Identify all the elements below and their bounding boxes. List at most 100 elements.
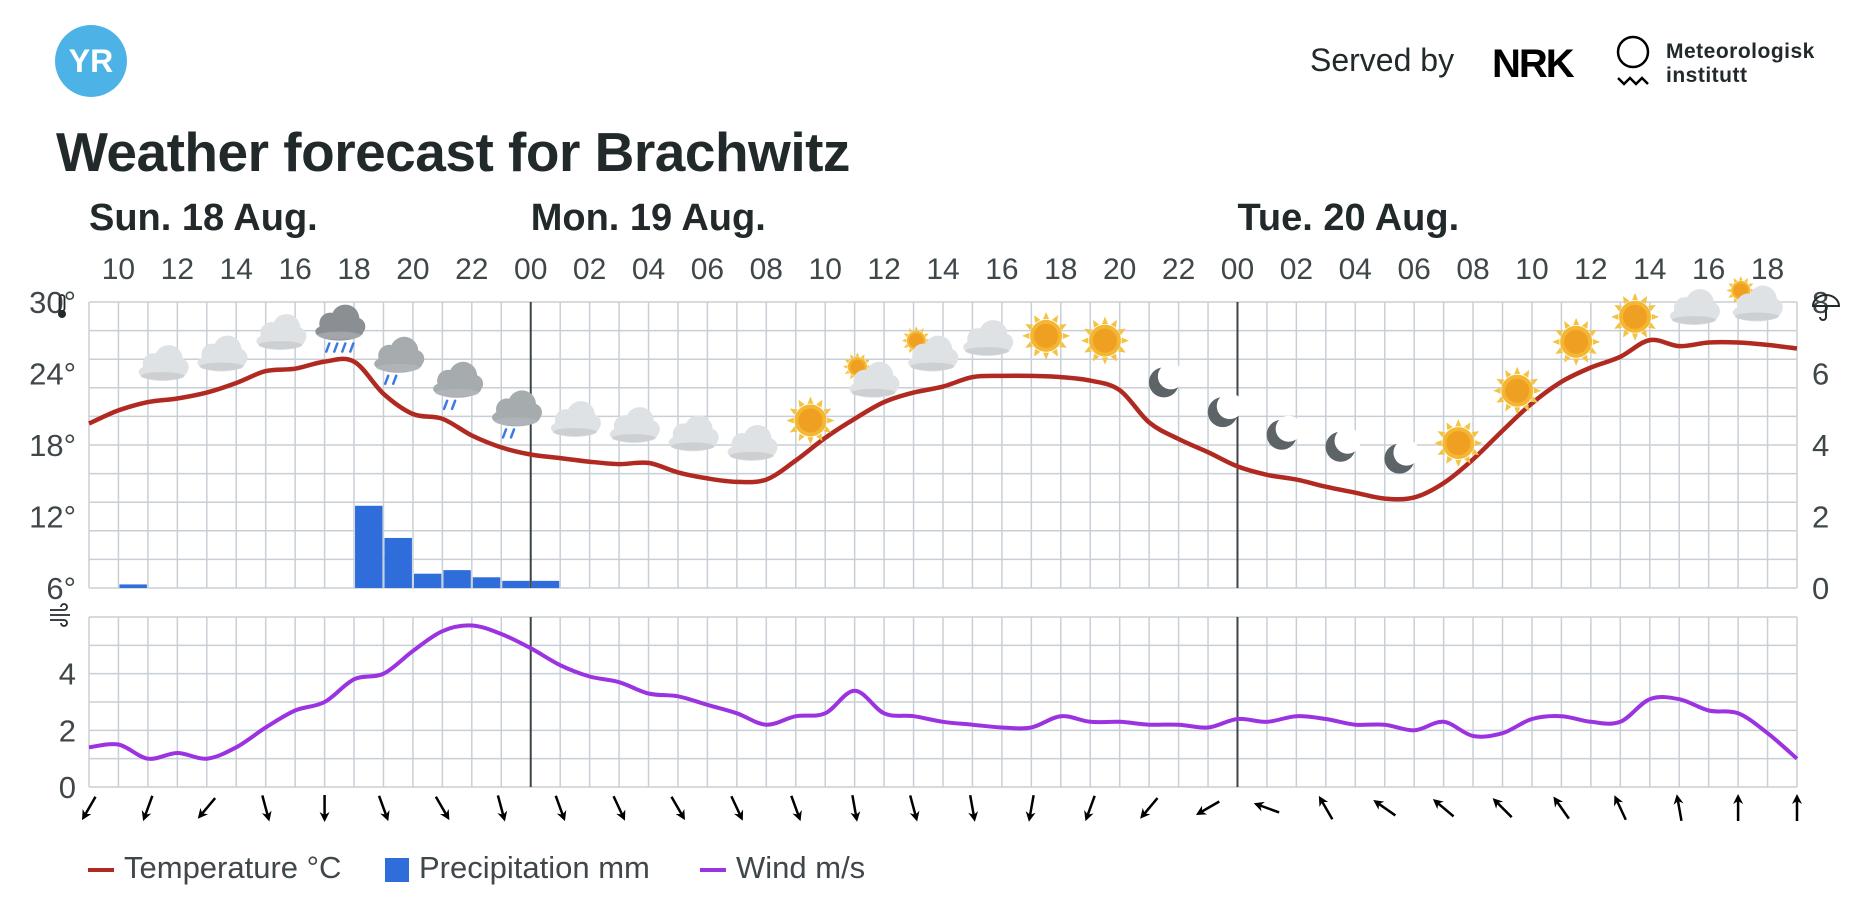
moon-icon bbox=[1266, 415, 1302, 450]
legend-precipitation-swatch bbox=[385, 857, 409, 882]
temperature-line bbox=[88, 337, 1798, 502]
wind-arrow-icon bbox=[1253, 801, 1280, 814]
hour-label: 16 bbox=[1692, 253, 1725, 286]
hour-label: 16 bbox=[278, 253, 311, 286]
nrk-logo: NRK bbox=[1492, 44, 1577, 80]
wind-arrow-icon bbox=[790, 795, 802, 822]
cloudy-icon bbox=[550, 401, 601, 438]
hour-label: 00 bbox=[514, 253, 547, 286]
precipitation-tick: 0 bbox=[1812, 571, 1829, 606]
umbrella-icon bbox=[1811, 294, 1841, 321]
met-institute-line-1: Meteorologisk bbox=[1666, 40, 1815, 63]
hour-label: 02 bbox=[1280, 253, 1313, 286]
met-institute-logo bbox=[1616, 35, 1650, 86]
wind-tick: 4 bbox=[59, 657, 76, 692]
sun-icon bbox=[1552, 317, 1601, 366]
hour-label: 22 bbox=[455, 253, 488, 286]
day-label: Mon. 19 Aug. bbox=[531, 197, 766, 239]
hour-label: 20 bbox=[1103, 253, 1136, 286]
sun-icon bbox=[1493, 366, 1542, 415]
legend-wind-swatch bbox=[700, 867, 726, 872]
cloudy-icon bbox=[1669, 289, 1720, 326]
wind-icon bbox=[50, 603, 70, 627]
precipitation-bar bbox=[472, 577, 501, 588]
wind-arrow-icon bbox=[1140, 797, 1159, 819]
hour-label: 12 bbox=[867, 253, 900, 286]
hour-label: 08 bbox=[750, 253, 783, 286]
hour-label: 16 bbox=[985, 253, 1018, 286]
partly-cloudy-icon bbox=[901, 326, 959, 372]
wind-arrow-icon bbox=[82, 796, 97, 821]
hour-label: 04 bbox=[632, 253, 665, 286]
precipitation-bar bbox=[413, 573, 442, 588]
wind-arrow-icon bbox=[1195, 800, 1220, 815]
legend-precipitation-label: Precipitation mm bbox=[419, 850, 650, 885]
precipitation-bar bbox=[502, 580, 530, 588]
wind-arrow-icon bbox=[1373, 799, 1397, 817]
hour-label: 10 bbox=[809, 253, 842, 286]
page-title: Weather forecast for Brachwitz bbox=[56, 121, 850, 183]
wind-arrow-icon bbox=[850, 794, 861, 822]
wind-arrow-icon bbox=[730, 795, 744, 821]
moon-icon bbox=[1384, 439, 1420, 474]
wind-arrow-icon bbox=[908, 795, 920, 822]
partly-cloudy-icon bbox=[842, 352, 900, 398]
hour-label: 02 bbox=[573, 253, 606, 286]
temperature-tick: 18° bbox=[29, 428, 76, 463]
hour-label: 14 bbox=[1633, 253, 1666, 286]
hour-label: 22 bbox=[1162, 253, 1195, 286]
hour-label: 12 bbox=[161, 253, 194, 286]
day-label: Sun. 18 Aug. bbox=[89, 197, 318, 239]
hour-labels: 10 12 14 16 18 20 22 00 02 04 06 08 10 12 14 16 18 20 22 00… bbox=[102, 253, 1784, 286]
temperature-tick: 30° bbox=[29, 285, 76, 320]
wind-arrow-icon bbox=[1084, 795, 1096, 822]
served-by-text: Served by bbox=[1310, 42, 1455, 78]
yr-logo: YR bbox=[55, 25, 127, 97]
temperature-series-line bbox=[88, 337, 1798, 502]
wind-arrow-icon bbox=[1318, 795, 1334, 820]
wind-arrow-icon bbox=[1614, 795, 1627, 821]
wind-arrow-icon bbox=[1025, 794, 1036, 822]
wind-arrow-icon bbox=[1432, 799, 1455, 818]
hour-label: 20 bbox=[396, 253, 429, 286]
sun-icon bbox=[1611, 292, 1660, 341]
wind-series-line bbox=[88, 623, 1799, 761]
wind-tick: 2 bbox=[59, 713, 76, 748]
legend-temperature: Temperature °C bbox=[88, 850, 341, 886]
wind-arrow-icon bbox=[1733, 794, 1744, 821]
wind-line bbox=[88, 623, 1799, 761]
temperature-axis: 30° 24° 18° 12° 6° bbox=[29, 285, 76, 606]
wind-arrow-icon bbox=[612, 795, 626, 821]
wind-arrow-icon bbox=[554, 795, 567, 822]
cloudy-icon bbox=[138, 345, 189, 382]
sun-icon bbox=[786, 396, 835, 445]
moon-icon bbox=[1207, 393, 1243, 428]
light-rain-icon bbox=[492, 390, 542, 439]
precipitation-bar bbox=[384, 537, 412, 588]
precipitation-bar bbox=[443, 570, 471, 588]
legend-temperature-label: Temperature °C bbox=[124, 850, 342, 885]
temperature-tick: 24° bbox=[29, 357, 76, 392]
wind-arrow-icon bbox=[496, 795, 508, 822]
light-rain-icon bbox=[374, 336, 425, 386]
partly-cloudy-icon bbox=[1726, 276, 1783, 322]
wind-arrow-icon bbox=[1553, 796, 1570, 820]
day-labels: Sun. 18 Aug. Mon. 19 Aug. Tue. 20 Aug. bbox=[89, 197, 1459, 239]
legend-wind-label: Wind m/s bbox=[736, 850, 866, 885]
cloudy-icon bbox=[609, 407, 660, 444]
thermometer-icon bbox=[58, 294, 66, 318]
wind-arrow-icon bbox=[670, 796, 685, 821]
hour-label: 18 bbox=[337, 253, 370, 286]
precipitation-bar bbox=[531, 580, 560, 588]
wind-direction-arrows bbox=[82, 794, 1802, 822]
wind-arrow-icon bbox=[319, 795, 330, 822]
precipitation-axis: 8 6 4 2 0 bbox=[1812, 285, 1829, 606]
hour-label: 10 bbox=[1515, 253, 1548, 286]
cloudy-icon bbox=[668, 415, 719, 452]
temperature-tick: 6° bbox=[46, 571, 76, 606]
precipitation-tick: 6 bbox=[1812, 357, 1829, 392]
temperature-tick: 12° bbox=[29, 500, 76, 535]
wind-arrow-icon bbox=[197, 797, 217, 819]
hour-label: 06 bbox=[691, 253, 724, 286]
